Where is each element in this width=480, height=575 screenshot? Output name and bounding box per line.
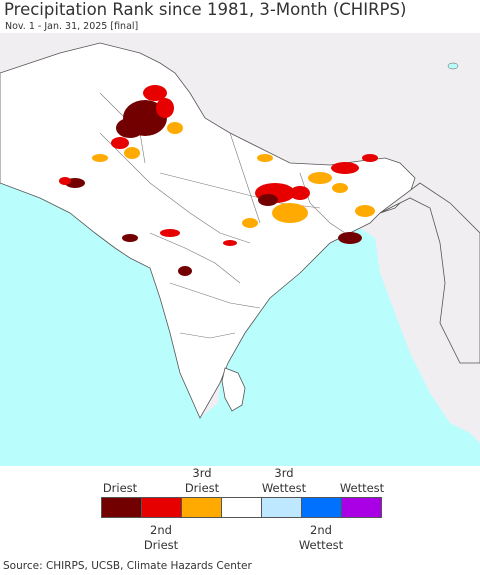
legend-box-2nd-wettest <box>301 497 342 518</box>
legend-box-normal <box>221 497 262 518</box>
myanmar-land <box>379 182 480 364</box>
legend-box-wettest <box>341 497 382 518</box>
legend-label-third-driest-line1: 3rd <box>192 466 212 480</box>
legend-box-3rd-driest <box>181 497 222 518</box>
source-credit: Source: CHIRPS, UCSB, Climate Hazards Ce… <box>3 560 252 572</box>
legend-label-driest: Driest <box>102 481 138 495</box>
legend-label-third-wettest-line2: Wettest <box>261 481 307 495</box>
sri-lanka <box>221 367 246 412</box>
legend: Driest 3rd Driest 3rd Wettest Wettest 2n… <box>0 466 480 558</box>
ocean <box>0 183 480 466</box>
precipitation-rank-map <box>0 33 480 466</box>
legend-label-second-driest-line2: Driest <box>143 538 179 552</box>
legend-label-second-wettest-line2: Wettest <box>298 538 344 552</box>
lake <box>447 62 459 70</box>
legend-box-driest <box>101 497 142 518</box>
legend-label-second-driest-line1: 2nd <box>150 523 172 537</box>
legend-label-second-wettest-line1: 2nd <box>310 523 332 537</box>
legend-label-third-wettest-line1: 3rd <box>274 466 294 480</box>
legend-box-2nd-driest <box>141 497 182 518</box>
rank-patches <box>59 85 378 276</box>
legend-label-third-driest-line2: Driest <box>184 481 220 495</box>
map-subtitle: Nov. 1 - Jan. 31, 2025 [final] <box>5 21 139 32</box>
legend-label-wettest: Wettest <box>339 481 385 495</box>
map-title: Precipitation Rank since 1981, 3-Month (… <box>4 0 407 19</box>
legend-box-3rd-wettest <box>261 497 302 518</box>
legend-color-bar <box>101 497 382 518</box>
